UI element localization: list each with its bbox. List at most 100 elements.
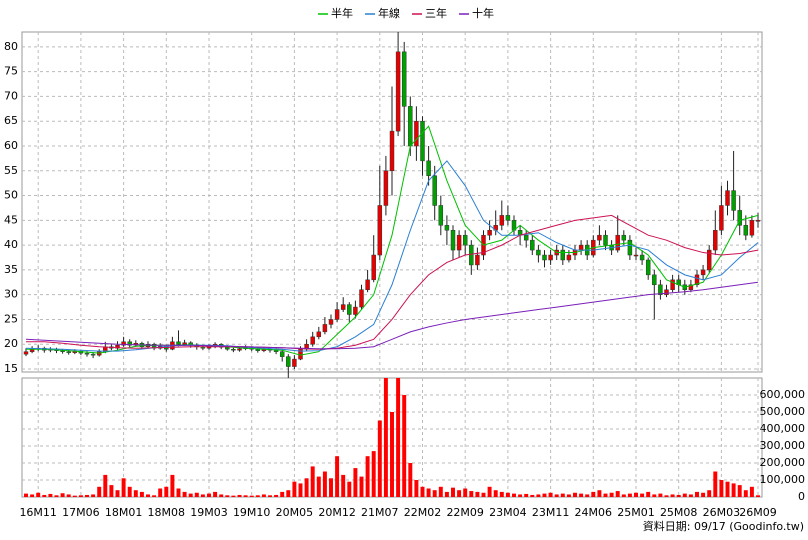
volume-bar [676, 494, 681, 497]
volume-bar [66, 494, 71, 497]
volume-bar [615, 491, 620, 497]
volume-bar [42, 494, 47, 497]
candle-body [310, 336, 315, 345]
candle-body [719, 205, 724, 231]
volume-bar [292, 481, 297, 497]
candle-body [316, 331, 322, 338]
legend-label: 十年 [472, 6, 494, 20]
volume-bar [512, 493, 516, 497]
y-tick-label: 35 [4, 263, 18, 276]
x-tick-label: 24M06 [575, 506, 613, 519]
y-tick-label: 70 [4, 89, 18, 102]
volume-bar [121, 478, 126, 497]
volume-bar [225, 495, 230, 497]
x-tick-label: 19M03 [190, 506, 228, 519]
volume-bar [505, 492, 510, 497]
volume-bar [103, 474, 108, 497]
candle-body [725, 190, 730, 206]
volume-bar [359, 476, 364, 497]
x-tick-label: 23M04 [489, 506, 527, 519]
candle-body [456, 234, 462, 251]
volume-bar [335, 456, 340, 497]
volume-bar [78, 495, 83, 497]
volume-bar [713, 471, 718, 497]
volume-bar [469, 491, 474, 497]
candle-body [652, 274, 657, 286]
volume-bar [579, 493, 584, 497]
volume-bar [487, 486, 492, 497]
candle-body [347, 304, 352, 315]
candle-body [182, 342, 187, 345]
volume-bar [597, 490, 602, 497]
volume-bar [91, 494, 96, 497]
candle-body [621, 234, 627, 241]
candle-body [371, 254, 376, 281]
candle-body [90, 353, 96, 356]
candle-body [292, 358, 297, 367]
volume-bar [603, 493, 608, 497]
candle-body [462, 234, 468, 246]
candle-body [414, 120, 419, 147]
y-tick-label: 80 [4, 40, 18, 53]
candle-body [127, 341, 132, 346]
volume-bar [621, 494, 626, 497]
volume-bar [268, 495, 272, 497]
candle-body [737, 210, 742, 226]
volume-bar [261, 494, 266, 497]
volume-bar [627, 493, 632, 497]
volume-bar [536, 494, 541, 497]
legend-label: 年線 [378, 6, 400, 20]
volume-bar [542, 493, 547, 497]
volume-bar [499, 491, 504, 497]
x-tick-label: 19M10 [233, 506, 271, 519]
volume-bar [518, 494, 523, 497]
candle-body [627, 239, 633, 256]
x-tick-label: 18M01 [105, 506, 143, 519]
volume-bar [591, 491, 596, 497]
volume-bar [664, 495, 669, 497]
volume-bar [670, 494, 675, 497]
x-tick-label: 20M12 [318, 506, 356, 519]
y-tick-label: 75 [4, 65, 18, 78]
candle-body [426, 160, 431, 176]
y2-tick-label: 0 [798, 490, 805, 503]
price-panel [21, 31, 763, 373]
volume-bar [152, 495, 157, 497]
candle-body [706, 249, 712, 271]
candle-body [438, 205, 444, 226]
candle-body [700, 269, 706, 276]
x-tick-label: 25M01 [617, 506, 655, 519]
volume-bar [219, 494, 224, 497]
y-tick-label: 15 [4, 362, 18, 375]
volume-bar [566, 494, 571, 497]
volume-bar [481, 492, 486, 497]
volume-bar [85, 494, 89, 497]
candle-body [444, 225, 450, 231]
candle-body [176, 341, 181, 345]
volume-bar [158, 488, 163, 497]
candle-body [420, 120, 425, 162]
volume-bar [316, 476, 321, 497]
candle-body [237, 348, 242, 351]
volume-bar [530, 494, 535, 497]
volume-bar [347, 481, 352, 497]
volume-bar [524, 493, 529, 497]
volume-bar [609, 492, 614, 497]
volume-bar [133, 490, 138, 497]
volume-bar [304, 478, 309, 497]
volume-bar [237, 494, 242, 497]
volume-bar [200, 494, 205, 497]
y-tick-label: 20 [4, 337, 18, 350]
x-tick-label: 20M05 [276, 506, 314, 519]
candle-body [334, 309, 340, 320]
volume-bar [414, 480, 419, 497]
x-tick-label: 22M02 [404, 506, 442, 519]
volume-bar [182, 491, 187, 497]
candle-body [578, 244, 584, 251]
y2-tick-label: 500,000 [760, 405, 806, 418]
candle-body [713, 230, 718, 251]
volume-bar [353, 468, 358, 497]
candle-body [340, 304, 346, 310]
volume-bar [451, 487, 455, 497]
